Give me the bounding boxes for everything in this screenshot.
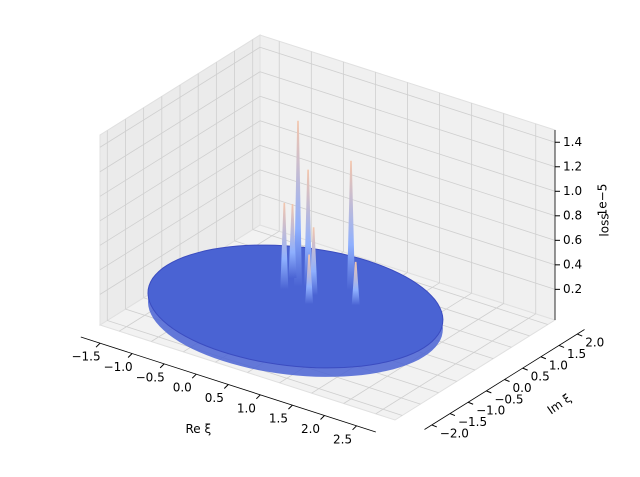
z-tick-label: 1.2 — [563, 159, 582, 173]
y-tick-label: 2.0 — [585, 336, 604, 350]
y-tick — [522, 367, 528, 371]
grid-line — [259, 95, 556, 192]
x-tick — [95, 342, 101, 348]
y-tick — [449, 413, 456, 417]
grid-line — [99, 144, 261, 246]
x-tick — [352, 425, 357, 431]
y-tick — [558, 344, 565, 348]
z-tick-label: 0.8 — [563, 208, 582, 222]
x-tick-label: 0.5 — [205, 391, 224, 405]
x-tick — [127, 353, 133, 358]
y-tick-label: −0.5 — [494, 392, 523, 406]
grid-line — [99, 71, 261, 173]
y-tick-label: 1.0 — [549, 358, 568, 372]
y-tick-label: −1.0 — [476, 404, 505, 418]
x-tick — [191, 373, 197, 379]
y-tick — [577, 333, 583, 337]
surface — [147, 244, 444, 369]
offset-text: 1e−5 — [596, 184, 610, 217]
y-tick — [540, 356, 547, 360]
spike — [288, 204, 297, 278]
z-axis-label: loss — [598, 213, 612, 236]
spike — [305, 254, 314, 304]
z-tick-label: 0.2 — [563, 282, 582, 296]
spike — [304, 169, 313, 287]
x-tick-label: 2.0 — [301, 422, 320, 436]
spike — [347, 160, 355, 290]
x-tick-label: 1.0 — [237, 401, 256, 415]
y-tick — [431, 424, 437, 428]
y-tick-label: 0.5 — [531, 370, 550, 384]
spike — [294, 120, 302, 287]
y-tick — [504, 379, 510, 382]
z-tick-label: 1.4 — [563, 135, 582, 149]
spike — [351, 261, 360, 306]
z-tick-label: 1.0 — [563, 184, 582, 198]
y-tick — [486, 390, 492, 394]
y-tick-label: −2.0 — [440, 426, 469, 440]
grid-line — [259, 144, 556, 241]
grid-line — [99, 194, 261, 295]
grid-line — [99, 169, 261, 271]
x-tick — [320, 415, 325, 420]
grid-line — [259, 71, 556, 168]
x-tick-label: 1.5 — [269, 412, 288, 426]
y-tick-label: −1.5 — [458, 415, 487, 429]
x-tick — [159, 363, 165, 369]
x-tick-label: −1.0 — [104, 360, 133, 374]
spike — [280, 202, 289, 290]
x-tick-label: −1.5 — [71, 350, 100, 364]
y-tick-label: 0.0 — [513, 381, 532, 395]
x-axis-label: Re ξ — [185, 422, 211, 436]
grid-line — [259, 46, 556, 143]
x-tick — [256, 394, 261, 400]
x-tick — [288, 404, 293, 410]
x-tick — [223, 384, 229, 389]
grid-line — [99, 46, 261, 148]
grid-line — [99, 95, 261, 197]
y-tick-label: 1.5 — [567, 347, 586, 361]
spike — [309, 227, 318, 296]
grid-line — [259, 120, 556, 217]
y-axis-label: Im ξ — [545, 391, 574, 417]
x-tick-label: −0.5 — [136, 370, 165, 384]
z-tick-label: 0.6 — [563, 233, 582, 247]
grid-line — [99, 120, 261, 222]
y-tick — [467, 401, 474, 405]
x-tick-label: 2.5 — [333, 432, 352, 446]
z-tick-label: 0.4 — [563, 257, 582, 271]
x-tick-label: 0.0 — [173, 381, 192, 395]
